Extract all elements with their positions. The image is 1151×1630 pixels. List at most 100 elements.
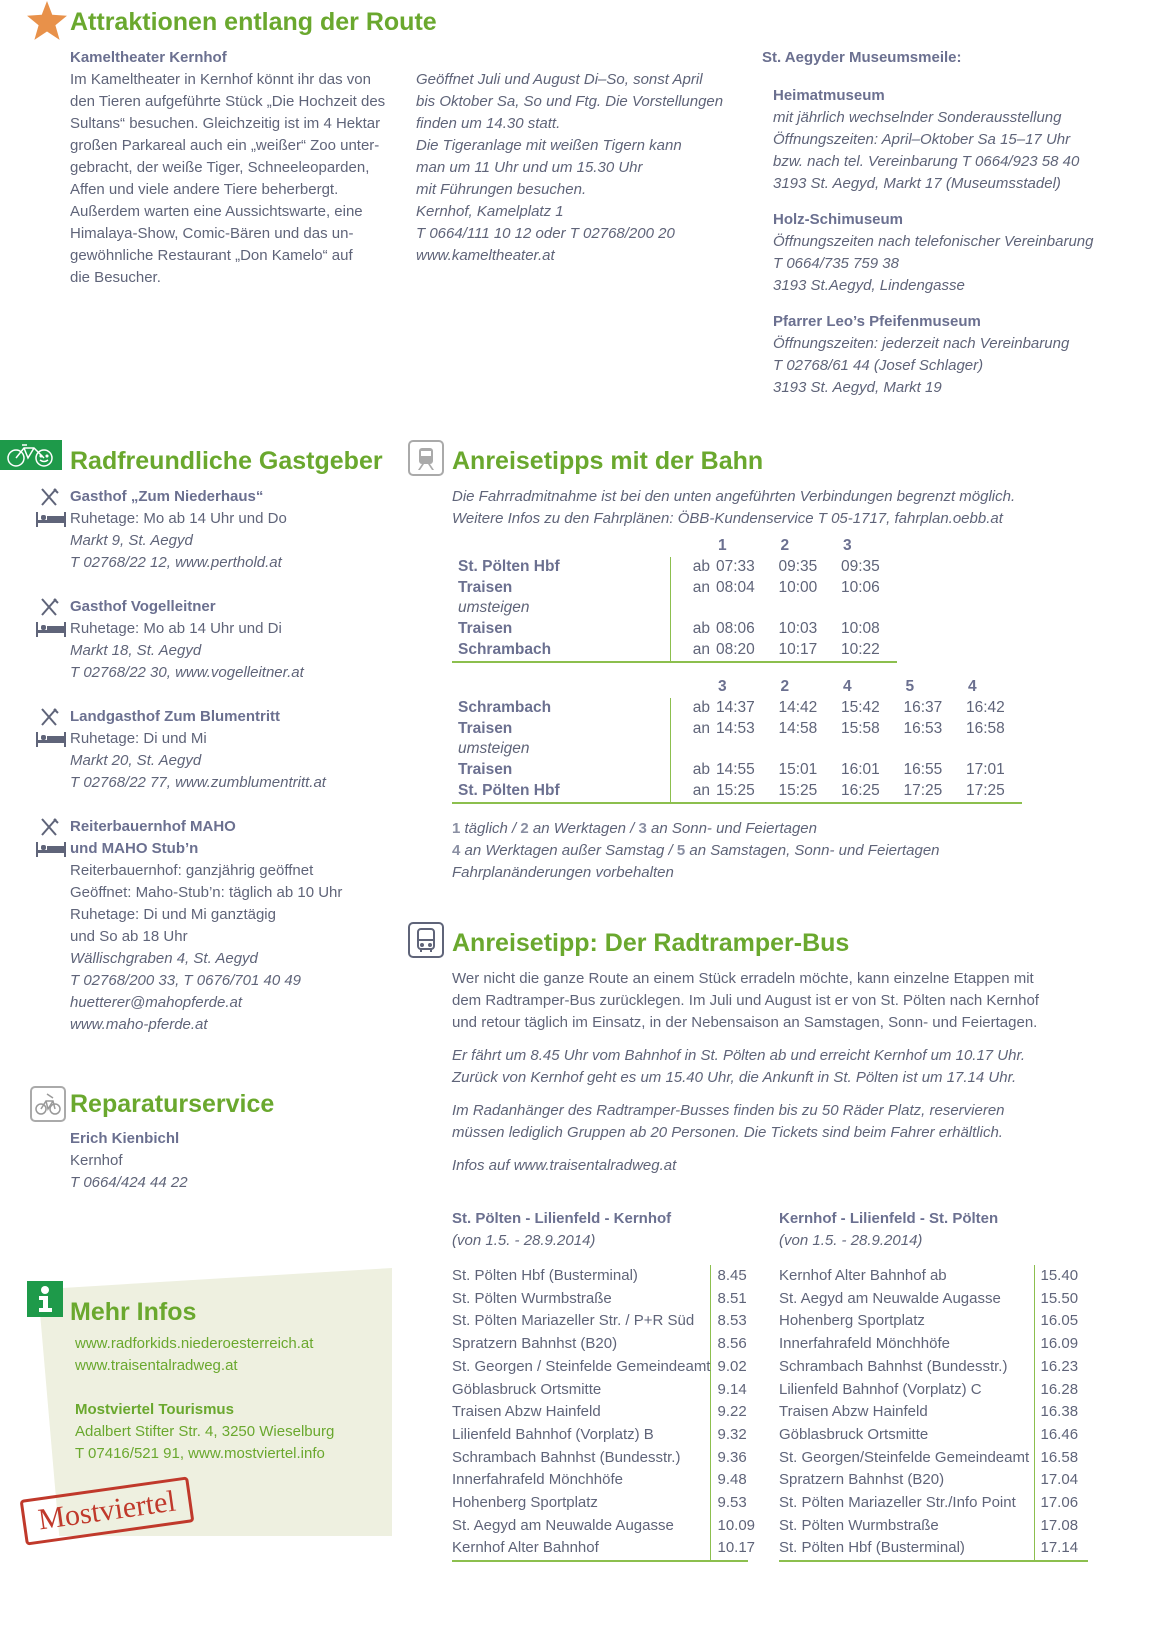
bus-stop-time: 10.17 [717, 1539, 756, 1557]
bus-stop-name: Traisen Abzw Hainfeld [779, 1401, 1035, 1424]
bus-stop-name: St. Aegyd am Neuwalde Augasse [779, 1287, 1035, 1311]
kameltheater-description-line: Affen und viele andere Tiere beherbergt. [70, 181, 339, 198]
timetable-row: Schrambach an 08:20 10:17 10:22 [452, 639, 904, 661]
column-number: 3 [843, 537, 852, 554]
time-cell: 09:35 [841, 557, 880, 575]
museum-entry: Pfarrer Leo’s Pfeifenmuseum Öffnungszeite… [773, 311, 1094, 399]
section-title-repair: Reparaturservice [70, 1090, 275, 1118]
info-address: Adalbert Stifter Str. 4, 3250 Wieselburg [75, 1423, 335, 1440]
bus-stop-time: 15.40 [1040, 1267, 1079, 1284]
column-number: 1 [718, 537, 727, 554]
footnote-number: 1 [452, 820, 461, 837]
time-cell [841, 739, 904, 760]
host-entry: Gasthof Vogelleitner Ruhetage: Mo ab 14 U… [36, 596, 342, 684]
bicycle-smiley-icon [0, 440, 62, 470]
host-info-line: Ruhetage: Mo ab 14 Uhr und Do [70, 510, 287, 527]
bus-stop-row: Hohenberg Sportplatz 16.05 [779, 1310, 1089, 1334]
time-cell [716, 739, 779, 760]
bus-stop-row: St. Aegyd am Neuwalde Augasse 10.09 [452, 1514, 766, 1538]
time-cell: 15:58 [841, 719, 880, 737]
timetable-row: St. Pölten Hbf an 15:25 15:25 16:25 17:25 17:2… [452, 780, 1029, 802]
bus-stop-row: Hohenberg Sportplatz 9.53 [452, 1492, 766, 1515]
train-icon [408, 440, 444, 476]
train-timetable-outbound: 1 2 3 St. Pölten Hbf ab 07:33 09:35 09:35 Traise… [452, 536, 904, 663]
museum-entry: Holz-Schimuseum Öffnungszeiten nach telef… [773, 209, 1094, 297]
bus-text-line: dem Radtramper-Bus zurücklegen. Im Juli … [452, 992, 1039, 1009]
info-org: Mostviertel Tourismus [75, 1401, 234, 1418]
departure-arrival-label [670, 598, 716, 619]
bus-stop-name: St. Georgen / Steinfelde Gemeindeamt [452, 1355, 712, 1379]
bus-stop-name: Göblasbruck Ortsmitte [779, 1423, 1035, 1447]
repair-phone: T 0664/424 44 22 [70, 1174, 188, 1191]
bus-stop-time: 9.32 [717, 1425, 747, 1443]
kameltheater-description-line: gewöhnliche Restaurant „Don Kamelo“ auf [70, 247, 353, 264]
kameltheater-detail-line: man um 11 Uhr und um 15.30 Uhr [416, 159, 643, 176]
time-cell: 17:25 [903, 781, 943, 799]
kameltheater-description-line: Außerdem warten eine Aussichtswarte, ein… [70, 203, 363, 220]
table-bottom-rule [452, 660, 897, 663]
bus-stop-time: 17.08 [1040, 1516, 1079, 1534]
host-name: Gasthof Vogelleitner [70, 598, 216, 615]
kameltheater-description-line: Sultans“ besuchen. Gleichzeitig ist im 4… [70, 115, 381, 132]
bus-stop-time: 16.23 [1040, 1357, 1079, 1375]
fork-knife-icon [38, 708, 62, 733]
column-number: 2 [780, 537, 790, 554]
bus-stop-name: Schrambach Bahnhst (Bundesstr.) [779, 1355, 1035, 1379]
footnote-text: an Werktagen außer Samstag / [460, 842, 677, 859]
museum-detail-line: Öffnungszeiten: jederzeit nach Vereinbar… [773, 335, 1070, 352]
kameltheater-detail-line: Die Tigeranlage mit weißen Tigern kann [416, 137, 682, 154]
time-cell [716, 598, 779, 619]
spacer [452, 536, 670, 557]
kameltheater-detail-line: Kernhof, Kamelplatz 1 [416, 203, 564, 220]
time-cell [779, 739, 842, 760]
kameltheater-detail-line: www.kameltheater.at [416, 247, 555, 264]
host-contact-line: Wällischgraben 4, St. Aegyd [70, 950, 258, 967]
bus-stop-name: Spratzern Bahnhst (B20) [452, 1333, 712, 1356]
spacer [670, 536, 716, 557]
bus-stop-row: Kernhof Alter Bahnhof 10.17 [452, 1537, 766, 1561]
bus-stop-time: 17.14 [1040, 1539, 1079, 1557]
timetable-row: umsteigen [452, 598, 904, 620]
departure-arrival-label: ab [692, 698, 710, 716]
timetable-row: Schrambach ab 14:37 14:42 15:42 16:37 16:42 [452, 697, 1029, 719]
bus-stop-name: Kernhof Alter Bahnhof [452, 1537, 712, 1561]
bus-stop-name: St. Pölten Hbf (Busterminal) [452, 1265, 712, 1288]
bus-stop-name: Lilienfeld Bahnhof (Vorplatz) C [779, 1378, 1035, 1402]
bus-stop-time: 9.48 [717, 1471, 747, 1489]
time-cell: 07:33 [716, 557, 755, 575]
bus-timetable: Kernhof Alter Bahnhof ab 15.40 St. Aegyd a… [779, 1265, 1089, 1561]
kameltheater-detail-line: T 0664/111 10 12 oder T 02768/200 20 [416, 225, 675, 242]
bus-stop-time: 16.28 [1040, 1380, 1079, 1398]
host-contact-line: huetterer@mahopferde.at [70, 994, 242, 1011]
info-link-radforkids[interactable]: www.radforkids.niederoesterreich.at [75, 1335, 314, 1352]
column-number: 4 [843, 678, 852, 695]
bus-text-line: müssen lediglich Gruppen ab 20 Personen.… [452, 1124, 1003, 1141]
bus-stop-time: 17.04 [1040, 1471, 1079, 1489]
bus-stop-name: Traisen Abzw Hainfeld [452, 1401, 712, 1424]
bus-stop-time: 9.02 [717, 1357, 747, 1375]
bus-info-link[interactable]: Infos auf www.traisentalradweg.at [452, 1157, 677, 1174]
time-cell: 15:25 [778, 781, 818, 799]
kameltheater-description-line: Im Kameltheater in Kernhof könnt ihr das… [70, 71, 371, 88]
repair-block: Erich Kienbichl Kernhof T 0664/424 44 22 [70, 1128, 188, 1194]
departure-arrival-label: an [692, 781, 710, 799]
host-contact-line: T 02768/22 30, www.vogelleitner.at [70, 664, 304, 681]
info-link-traisentalradweg[interactable]: www.traisentalradweg.at [75, 1357, 238, 1374]
bus-stop-time: 9.14 [717, 1380, 747, 1398]
column-number: 4 [968, 678, 977, 695]
time-cell: 14:53 [716, 719, 755, 737]
museum-name: Holz-Schimuseum [773, 211, 904, 228]
timetable-row: Traisen ab 08:06 10:03 10:08 [452, 619, 904, 640]
bus-stop-row: Traisen Abzw Hainfeld 9.22 [452, 1401, 766, 1424]
time-cell: 08:04 [716, 578, 755, 596]
bus-stop-row: St. Pölten Hbf (Busterminal) 8.45 [452, 1265, 766, 1288]
kameltheater-description-line: die Besucher. [70, 269, 161, 286]
time-cell: 16:58 [966, 719, 1005, 737]
host-contact-line: Markt 20, St. Aegyd [70, 752, 202, 769]
timetable-row: Traisen an 14:53 14:58 15:58 16:53 16:58 [452, 718, 1029, 740]
bus-stop-time: 10.09 [717, 1516, 756, 1534]
bus-icon [408, 922, 444, 958]
station-name: Traisen [452, 760, 671, 781]
host-info-line: Geöffnet: Maho-Stub’n: täglich ab 10 Uhr [70, 884, 343, 901]
bus-stop-row: Innerfahrafeld Mönchhöfe 16.09 [779, 1333, 1089, 1356]
